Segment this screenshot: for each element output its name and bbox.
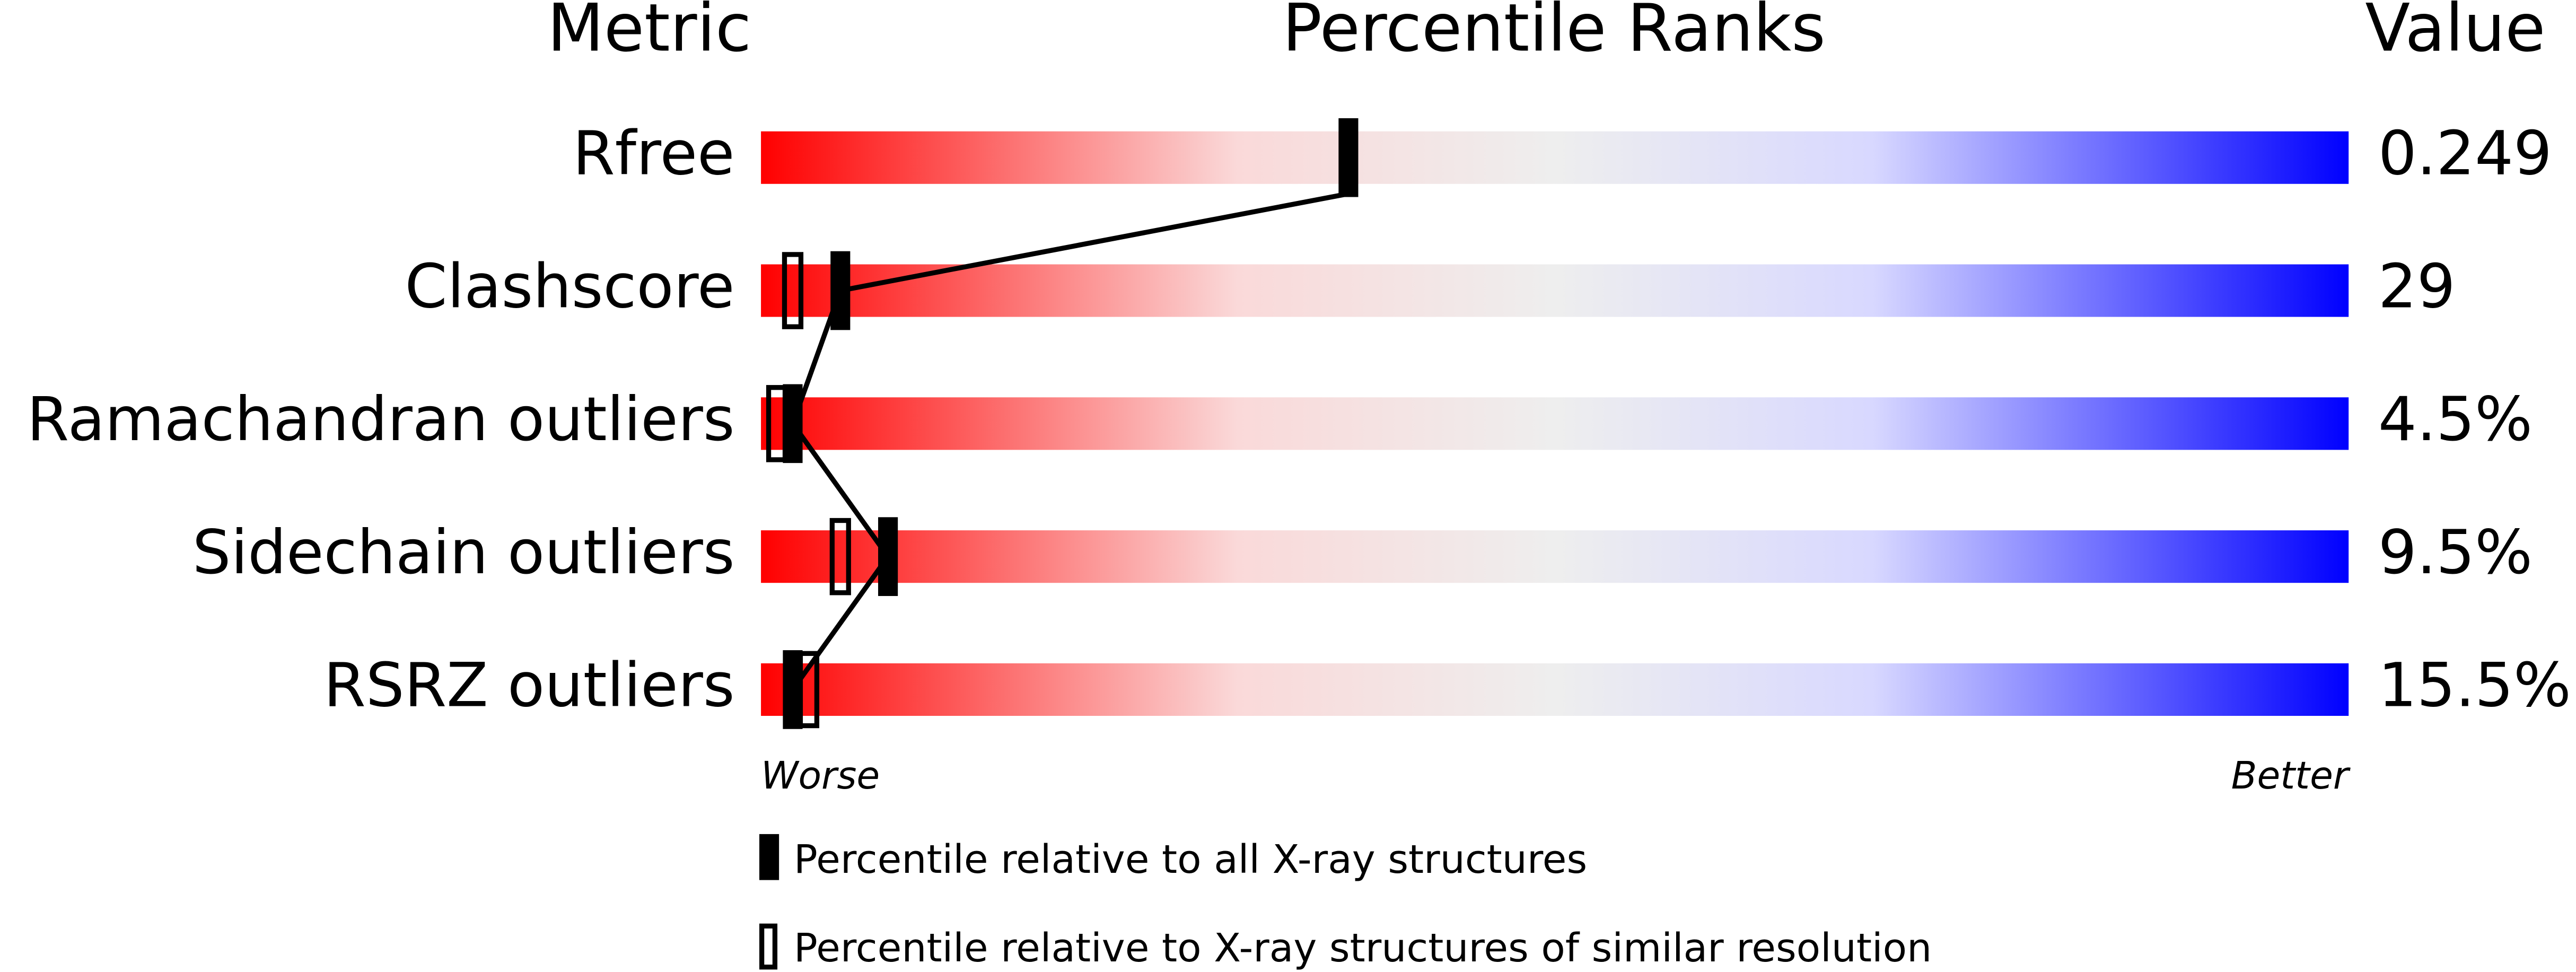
value-label: 0.249: [2378, 118, 2552, 189]
value-label: 4.5%: [2378, 384, 2533, 455]
legend-label: Percentile relative to X-ray structures …: [794, 925, 1932, 971]
metric-label: RSRZ outliers: [323, 651, 734, 721]
metric-label: Ramachandran outliers: [27, 384, 735, 455]
value-label: 29: [2378, 251, 2456, 322]
legend-swatch: [759, 923, 778, 970]
legend-swatch: [759, 834, 779, 880]
axis-low-label: Worse: [761, 754, 880, 798]
marker-similar: [782, 252, 804, 329]
marker-similar: [829, 518, 851, 596]
metric-label: Clashscore: [405, 251, 734, 322]
percentile-bar: [761, 397, 2349, 450]
marker-all: [783, 384, 803, 463]
marker-all: [783, 650, 803, 729]
value-label: 9.5%: [2378, 518, 2533, 588]
value-label: 15.5%: [2378, 651, 2571, 721]
metric-label: Sidechain outliers: [192, 518, 735, 588]
percentile-bar: [761, 264, 2349, 317]
marker-all: [1338, 118, 1359, 197]
marker-all: [830, 251, 851, 330]
percentile-bar: [761, 131, 2349, 184]
header-metric: Metric: [547, 0, 751, 67]
header-ranks: Percentile Ranks: [1282, 0, 1825, 67]
percentile-bar: [761, 663, 2349, 716]
percentile-bar: [761, 530, 2349, 583]
marker-all: [878, 517, 898, 596]
metric-label: Rfree: [573, 118, 734, 189]
legend-label: Percentile relative to all X-ray structu…: [794, 836, 1587, 882]
axis-high-label: Better: [2231, 754, 2351, 798]
header-value: Value: [2365, 0, 2545, 67]
